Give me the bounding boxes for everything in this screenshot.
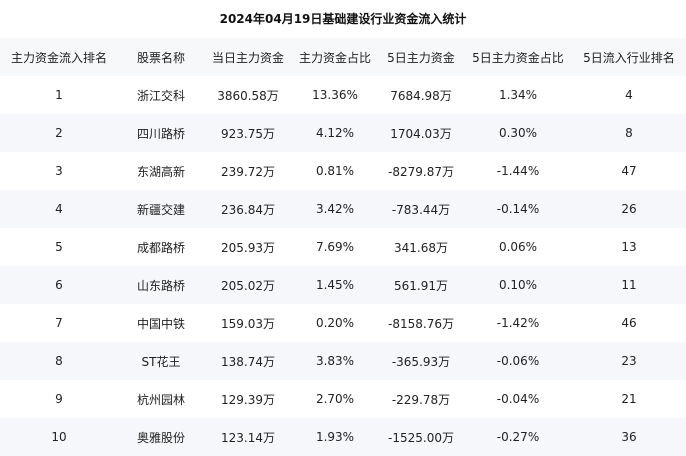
main-fund-ratio-cell: 7.69% (315, 240, 355, 254)
5day-main-fund-ratio-cell: 0.30% (498, 126, 538, 140)
header-daily-main-fund: 当日主力资金 (211, 50, 284, 65)
daily-main-fund-cell: 205.93万 (221, 240, 275, 255)
main-fund-ratio-cell: 3.83% (315, 354, 355, 368)
header-main-fund-ratio: 主力资金占比 (298, 50, 371, 65)
5day-industry-rank-cell: 8 (625, 126, 633, 140)
5day-main-fund-ratio-cell: -0.27% (496, 430, 540, 444)
stock-name-cell: 成都路桥 (136, 240, 185, 255)
rank-cell: 4 (55, 202, 63, 216)
5day-main-fund-cell: 1704.03万 (390, 126, 452, 141)
5day-main-fund-ratio-cell: 0.10% (498, 278, 538, 292)
5day-main-fund-ratio-cell: -0.06% (496, 354, 540, 368)
rank-cell: 8 (55, 354, 63, 368)
5day-industry-rank-cell: 47 (621, 164, 637, 178)
main-fund-ratio-cell: 0.81% (315, 164, 355, 178)
rank-cell: 3 (55, 164, 63, 178)
main-fund-ratio-cell: 13.36% (312, 88, 358, 102)
rank-cell: 10 (51, 430, 67, 444)
header-stock-name: 股票名称 (136, 50, 185, 65)
5day-main-fund-cell: -8279.87万 (388, 164, 454, 179)
daily-main-fund-cell: 129.39万 (221, 392, 275, 407)
stock-name-cell: 杭州园林 (136, 392, 185, 407)
daily-main-fund-cell: 138.74万 (221, 354, 275, 369)
5day-industry-rank-cell: 4 (625, 88, 633, 102)
5day-main-fund-ratio-cell: -0.14% (496, 202, 540, 216)
rank-cell: 6 (55, 278, 63, 292)
5day-main-fund-cell: -1525.00万 (388, 430, 454, 445)
main-fund-ratio-cell: 3.42% (315, 202, 355, 216)
5day-main-fund-ratio-cell: 0.06% (498, 240, 538, 254)
5day-industry-rank-cell: 26 (621, 202, 637, 216)
5day-main-fund-cell: -783.44万 (391, 202, 451, 217)
main-fund-ratio-cell: 0.20% (315, 316, 355, 330)
rank-cell: 9 (55, 392, 63, 406)
main-fund-ratio-cell: 4.12% (315, 126, 355, 140)
daily-main-fund-cell: 3860.58万 (217, 88, 279, 103)
stock-name-cell: ST花王 (141, 354, 181, 369)
table-row: 7 中国中铁 159.03万 0.20% -8158.76万 -1.42% 46 (0, 304, 686, 342)
daily-main-fund-cell: 239.72万 (221, 164, 275, 179)
table-header-row: 主力资金流入排名 股票名称 当日主力资金 主力资金占比 5日主力资金 5日主力资… (0, 38, 686, 76)
daily-main-fund-cell: 205.02万 (221, 278, 275, 293)
5day-main-fund-cell: 561.91万 (394, 278, 448, 293)
5day-industry-rank-cell: 23 (621, 354, 637, 368)
main-fund-ratio-cell: 1.93% (315, 430, 355, 444)
table-row: 9 杭州园林 129.39万 2.70% -229.78万 -0.04% 21 (0, 380, 686, 418)
stock-name-cell: 新疆交建 (136, 202, 185, 217)
5day-industry-rank-cell: 11 (621, 278, 637, 292)
stock-name-cell: 四川路桥 (136, 126, 185, 141)
rank-cell: 7 (55, 316, 63, 330)
stock-name-cell: 中国中铁 (136, 316, 185, 331)
header-rank: 主力资金流入排名 (10, 50, 107, 65)
header-5day-main-fund-ratio: 5日主力资金占比 (472, 50, 564, 65)
main-fund-ratio-cell: 1.45% (315, 278, 355, 292)
5day-industry-rank-cell: 46 (621, 316, 637, 330)
5day-industry-rank-cell: 13 (621, 240, 637, 254)
stock-name-cell: 奥雅股份 (136, 430, 185, 445)
table-row: 2 四川路桥 923.75万 4.12% 1704.03万 0.30% 8 (0, 114, 686, 152)
5day-main-fund-cell: 341.68万 (394, 240, 448, 255)
table-row: 4 新疆交建 236.84万 3.42% -783.44万 -0.14% 26 (0, 190, 686, 228)
5day-main-fund-ratio-cell: -1.42% (496, 316, 540, 330)
5day-main-fund-ratio-cell: 1.34% (498, 88, 538, 102)
rank-cell: 2 (55, 126, 63, 140)
5day-main-fund-cell: 7684.98万 (390, 88, 452, 103)
fund-flow-table: 主力资金流入排名 股票名称 当日主力资金 主力资金占比 5日主力资金 5日主力资… (0, 38, 686, 456)
main-fund-ratio-cell: 2.70% (315, 392, 355, 406)
table-row: 6 山东路桥 205.02万 1.45% 561.91万 0.10% 11 (0, 266, 686, 304)
table-row: 5 成都路桥 205.93万 7.69% 341.68万 0.06% 13 (0, 228, 686, 266)
table-row: 10 奥雅股份 123.14万 1.93% -1525.00万 -0.27% 36 (0, 418, 686, 456)
header-5day-industry-rank: 5日流入行业排名 (583, 50, 675, 65)
table-row: 3 东湖高新 239.72万 0.81% -8279.87万 -1.44% 47 (0, 152, 686, 190)
5day-main-fund-cell: -8158.76万 (388, 316, 454, 331)
5day-main-fund-cell: -229.78万 (391, 392, 451, 407)
stock-name-cell: 山东路桥 (136, 278, 185, 293)
table-row: 8 ST花王 138.74万 3.83% -365.93万 -0.06% 23 (0, 342, 686, 380)
rank-cell: 1 (55, 88, 63, 102)
table-body: 1 浙江交科 3860.58万 13.36% 7684.98万 1.34% 4 2 四川路桥 92… (0, 76, 686, 456)
5day-industry-rank-cell: 21 (621, 392, 637, 406)
stock-name-cell: 浙江交科 (136, 88, 185, 103)
rank-cell: 5 (55, 240, 63, 254)
daily-main-fund-cell: 236.84万 (221, 202, 275, 217)
stock-name-cell: 东湖高新 (136, 164, 185, 179)
5day-industry-rank-cell: 36 (621, 430, 637, 444)
daily-main-fund-cell: 123.14万 (221, 430, 275, 445)
table-row: 1 浙江交科 3860.58万 13.36% 7684.98万 1.34% 4 (0, 76, 686, 114)
5day-main-fund-ratio-cell: -1.44% (496, 164, 540, 178)
header-5day-main-fund: 5日主力资金 (387, 50, 455, 65)
5day-main-fund-ratio-cell: -0.04% (496, 392, 540, 406)
daily-main-fund-cell: 159.03万 (221, 316, 275, 331)
5day-main-fund-cell: -365.93万 (391, 354, 451, 369)
table-title: 2024年04月19日基础建设行业资金流入统计 (219, 12, 467, 26)
daily-main-fund-cell: 923.75万 (221, 126, 275, 141)
